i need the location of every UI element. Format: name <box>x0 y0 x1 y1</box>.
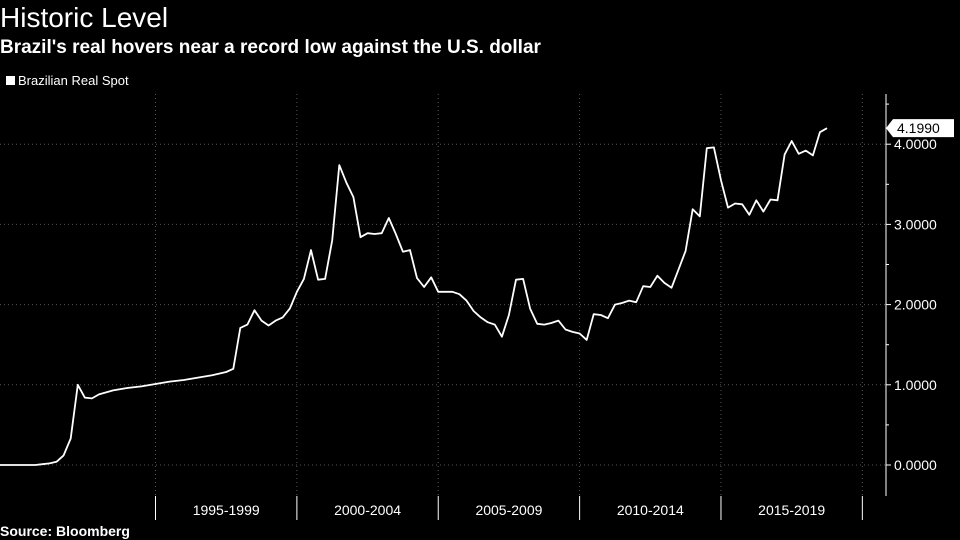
y-tick-label: 3.0000 <box>894 216 937 232</box>
x-tick-label: 2010-2014 <box>617 502 684 518</box>
chart-title: Historic Level <box>0 2 169 33</box>
y-tick-label: 1.0000 <box>894 377 937 393</box>
legend-label: Brazilian Real Spot <box>18 73 129 88</box>
y-tick-label: 0.0000 <box>894 457 937 473</box>
y-tick-label: 2.0000 <box>894 297 937 313</box>
source-note: Source: Bloomberg <box>0 523 130 539</box>
legend: Brazilian Real Spot <box>6 73 129 89</box>
x-axis: 1995-1999 2000-2004 2005-2009 2010-2014 2015… <box>155 496 863 520</box>
last-value-callout: 4.1990 <box>886 119 954 138</box>
x-tick-label: 2000-2004 <box>334 502 401 518</box>
x-tick-label: 1995-1999 <box>193 502 260 518</box>
y-tick-label: 4.0000 <box>894 136 937 152</box>
chart-subtitle: Brazil's real hovers near a record low a… <box>0 37 541 58</box>
last-value-label: 4.1990 <box>897 120 940 136</box>
legend-swatch <box>6 76 15 85</box>
x-tick-label: 2015-2019 <box>758 502 825 518</box>
series-layer <box>0 127 828 466</box>
series-line <box>0 127 828 466</box>
y-axis: 0.0000 1.0000 2.0000 3.0000 4.0000 <box>885 94 937 496</box>
last-value-box <box>886 119 954 138</box>
gridlines <box>0 94 886 496</box>
x-tick-label: 2005-2009 <box>475 502 542 518</box>
